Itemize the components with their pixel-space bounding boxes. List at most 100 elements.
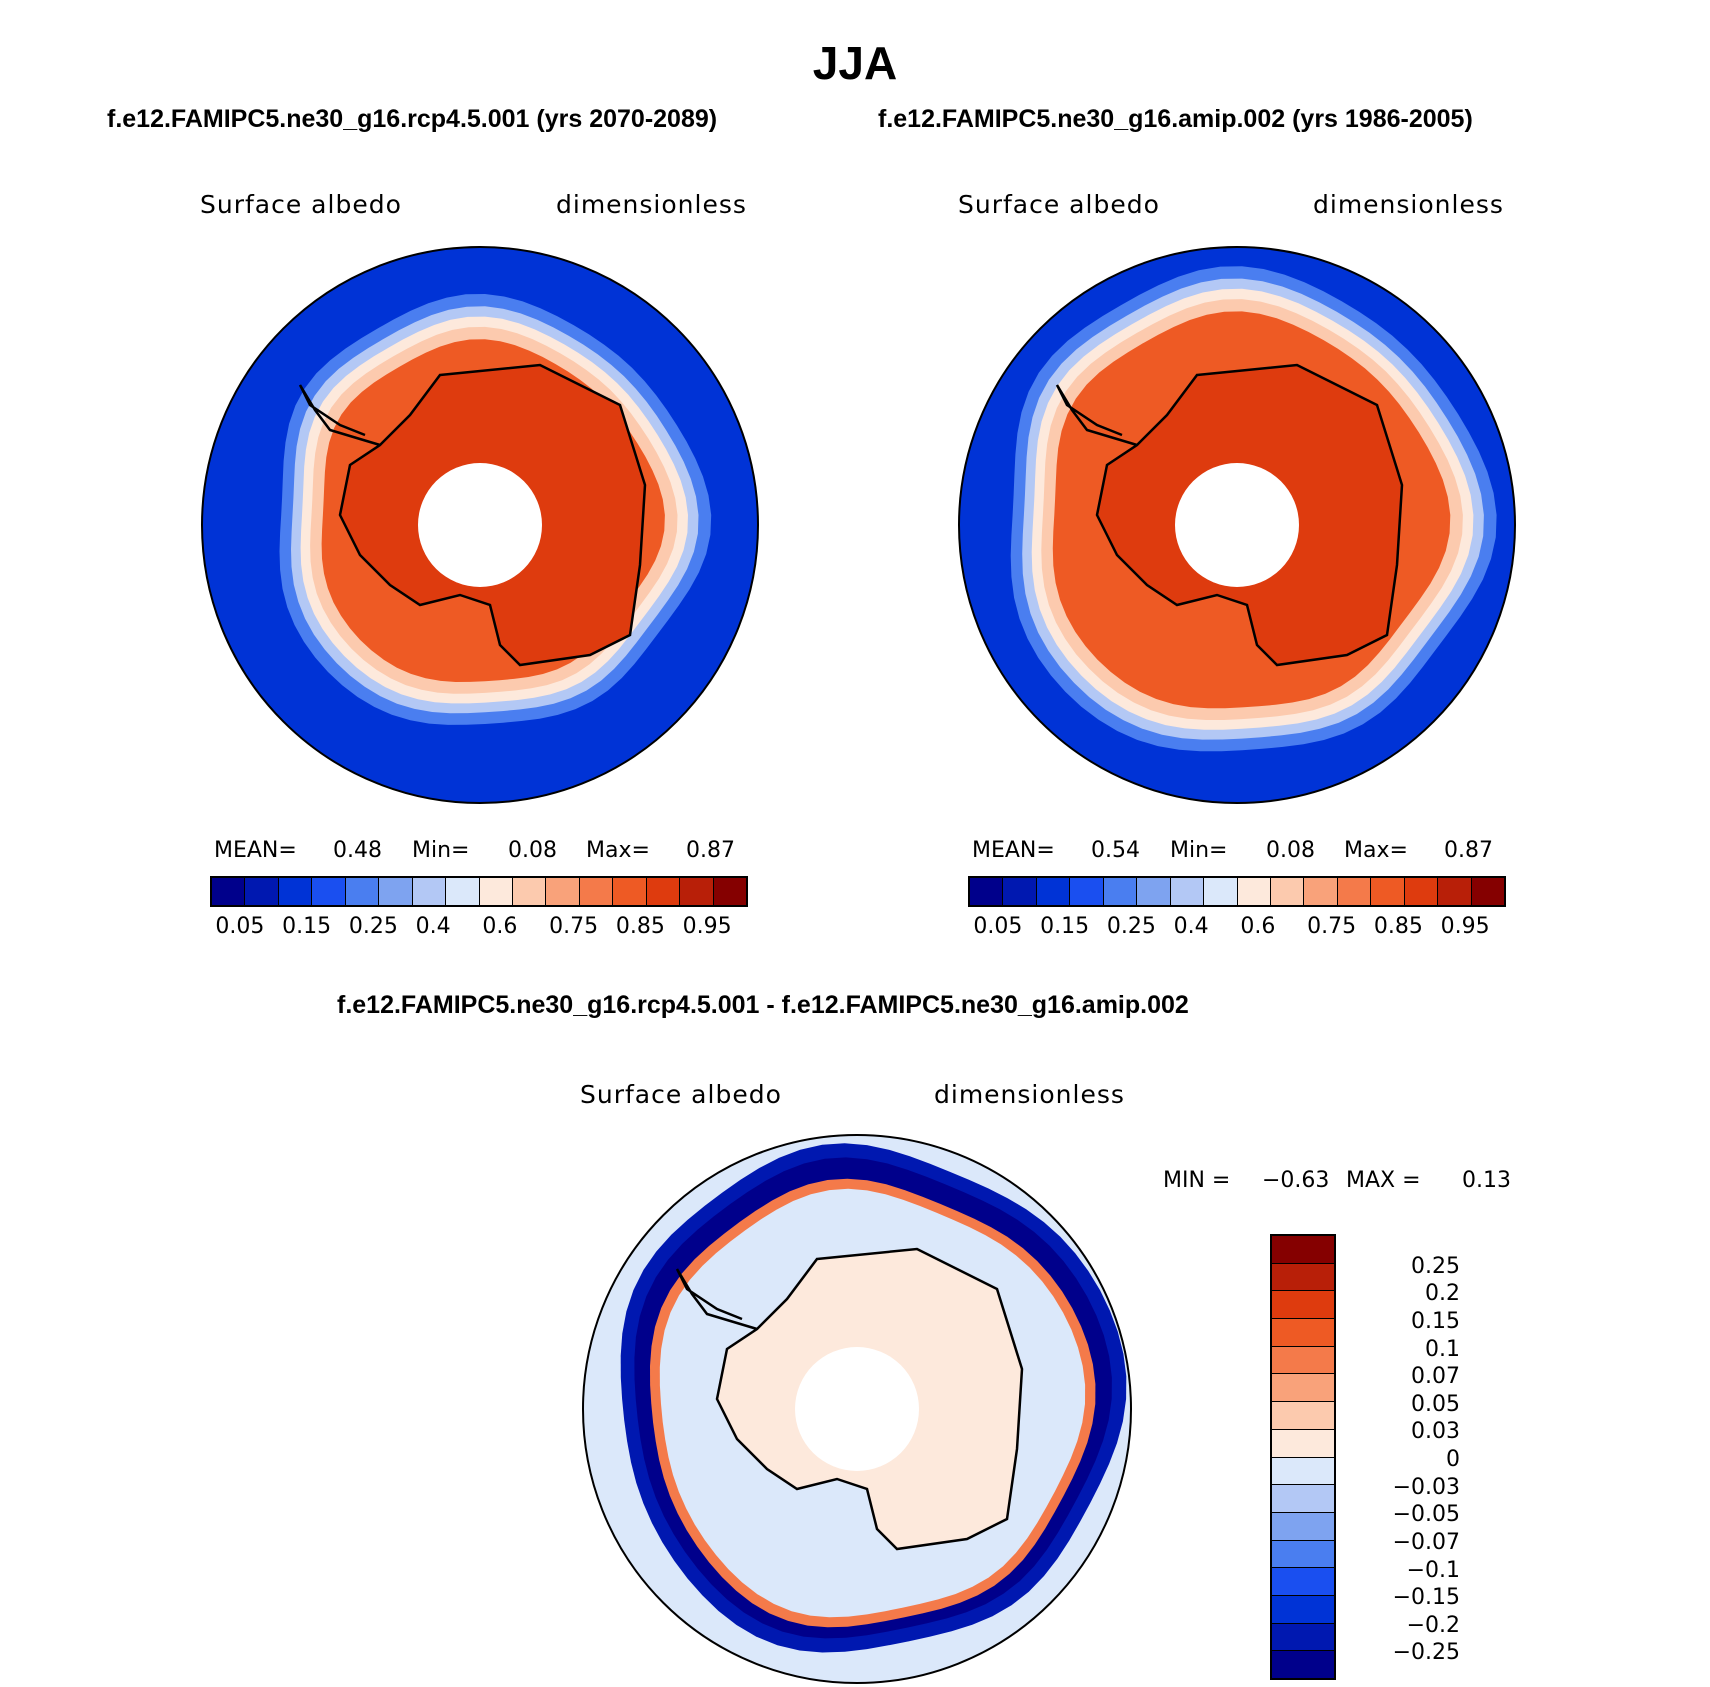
colorbar-tick-label: −0.05 [1392, 1502, 1460, 1528]
panel1-max-label: Max= [586, 838, 650, 863]
colorbar-swatch [1270, 878, 1305, 905]
colorbar-tick-label: 0.15 [282, 914, 332, 939]
colorbar-swatch [546, 878, 580, 905]
panel2-units: dimensionless [1313, 190, 1504, 219]
colorbar-swatch [1204, 878, 1238, 905]
colorbar-swatch [1272, 1429, 1334, 1458]
colorbar-tick-label: 0.25 [348, 914, 398, 939]
panel2-variable: Surface albedo [958, 190, 1160, 219]
map-fill [959, 247, 1515, 803]
difference-title: f.e12.FAMIPC5.ne30_g16.rcp4.5.001 - f.e1… [337, 991, 1189, 1019]
panel1-units: dimensionless [556, 190, 747, 219]
colorbar-swatch [212, 878, 246, 905]
colorbar-swatch [1272, 1651, 1334, 1678]
colorbar-tick-label: −0.2 [1406, 1612, 1460, 1638]
panel1-variable: Surface albedo [200, 190, 402, 219]
panel2-min-value: 0.08 [1266, 838, 1315, 863]
colorbar-tick-label: 0.05 [1411, 1391, 1460, 1417]
colorbar-swatch [1438, 878, 1472, 905]
colorbar-tick-label: 0.75 [1307, 914, 1357, 939]
colorbar-swatch [1272, 1540, 1334, 1569]
colorbar-swatch [713, 878, 746, 905]
panel1-max-value: 0.87 [686, 838, 735, 863]
colorbar-tick-label: 0.15 [1411, 1308, 1460, 1334]
colorbar-swatch [1036, 878, 1071, 905]
panel1-mean-value: 0.48 [333, 838, 382, 863]
colorbar-swatch [1272, 1263, 1334, 1292]
colorbar-tick-label: 0.25 [1106, 914, 1156, 939]
difference-colorbar-ticks: 0.25 0.2 0.15 0.1 0.07 0.05 0.03 0 −0.03 −0.05 −0.… [1340, 1234, 1460, 1680]
colorbar-tick-label: 0.4 [415, 914, 451, 939]
colorbar-swatch [345, 878, 380, 905]
panel2-map [958, 246, 1516, 804]
diff-max-value: 0.13 [1462, 1168, 1511, 1193]
diff-min-value: −0.63 [1262, 1168, 1330, 1193]
colorbar-swatch [1170, 878, 1205, 905]
colorbar-swatch [1272, 1374, 1334, 1403]
colorbar-swatch [1471, 878, 1504, 905]
colorbar-tick-label: 0.03 [1411, 1419, 1460, 1445]
colorbar-swatch [680, 878, 714, 905]
panel1-map [201, 246, 759, 804]
diff-variable: Surface albedo [580, 1080, 782, 1109]
colorbar-swatch [1304, 878, 1338, 905]
difference-colorbar [1270, 1234, 1336, 1680]
diff-units: dimensionless [934, 1080, 1125, 1109]
panel2-mean-label: MEAN= [972, 838, 1055, 863]
polar-hole [1175, 463, 1299, 587]
panel2-mean-value: 0.54 [1091, 838, 1140, 863]
antarctica-coastline [1095, 363, 1404, 667]
peninsula-coastline [298, 384, 381, 447]
colorbar-tick-label: −0.15 [1392, 1585, 1460, 1611]
colorbar-swatch [970, 878, 1004, 905]
colorbar-tick-label: 0.85 [1373, 914, 1423, 939]
colorbar-swatch [1137, 878, 1171, 905]
panel2-max-label: Max= [1344, 838, 1408, 863]
colorbar-swatch [1272, 1485, 1334, 1513]
colorbar-swatch [1272, 1402, 1334, 1430]
colorbar-swatch [613, 878, 647, 905]
colorbar-tick-label: 0.15 [1040, 914, 1090, 939]
colorbar-swatch [412, 878, 447, 905]
antarctica-coastline [338, 363, 647, 667]
figure-title: JJA [812, 37, 898, 89]
colorbar-swatch [1272, 1236, 1334, 1264]
peninsula-coastline [675, 1268, 758, 1331]
colorbar-swatch [1272, 1623, 1334, 1652]
colorbar-swatch [1103, 878, 1138, 905]
colorbar-swatch [1337, 878, 1372, 905]
map-border [582, 1134, 1132, 1684]
colorbar-tick-label: 0.95 [1440, 914, 1490, 939]
map-border [201, 246, 759, 804]
colorbar-swatch [646, 878, 681, 905]
colorbar-tick-label: 0.85 [615, 914, 665, 939]
colorbar-tick-label: −0.25 [1392, 1640, 1460, 1666]
colorbar-swatch [1237, 878, 1271, 905]
colorbar-swatch [1272, 1568, 1334, 1596]
colorbar-swatch [1272, 1512, 1334, 1541]
right-case-title: f.e12.FAMIPC5.ne30_g16.amip.002 (yrs 198… [878, 105, 1473, 133]
panel2-colorbar [968, 876, 1506, 907]
colorbar-swatch [1272, 1291, 1334, 1320]
colorbar-tick-label: 0.4 [1173, 914, 1209, 939]
colorbar-swatch [1070, 878, 1104, 905]
colorbar-swatch [446, 878, 480, 905]
diff-min-label: MIN = [1163, 1168, 1231, 1193]
left-case-title: f.e12.FAMIPC5.ne30_g16.rcp4.5.001 (yrs 2… [107, 105, 718, 133]
colorbar-swatch [512, 878, 547, 905]
panel2-min-label: Min= [1170, 838, 1228, 863]
colorbar-tick-label: 0.75 [549, 914, 599, 939]
panel1-colorbar [210, 876, 748, 907]
colorbar-tick-label: 0.95 [682, 914, 732, 939]
panel2-max-value: 0.87 [1444, 838, 1493, 863]
diff-max-label: MAX = [1346, 1168, 1421, 1193]
colorbar-swatch [1272, 1595, 1334, 1624]
colorbar-swatch [579, 878, 614, 905]
map-fill [202, 247, 758, 803]
peninsula-coastline [1055, 384, 1138, 447]
map-fill [583, 1135, 1131, 1683]
colorbar-tick-label: 0.6 [1240, 914, 1276, 939]
colorbar-swatch [379, 878, 413, 905]
colorbar-swatch [1272, 1346, 1334, 1375]
colorbar-tick-label: 0 [1446, 1447, 1460, 1472]
